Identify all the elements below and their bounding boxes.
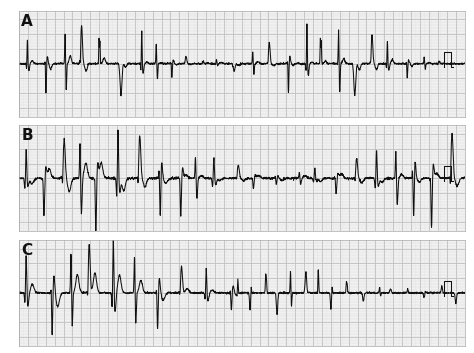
Text: A: A <box>21 14 33 29</box>
Text: B: B <box>21 128 33 143</box>
Text: C: C <box>21 243 32 258</box>
